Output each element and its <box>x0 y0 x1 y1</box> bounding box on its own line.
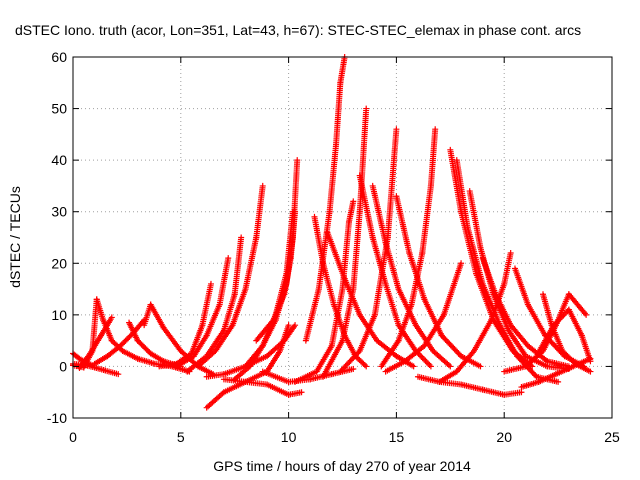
x-tick-label: 10 <box>281 429 297 445</box>
x-tick-label: 25 <box>604 429 620 445</box>
y-tick-label: 30 <box>51 204 67 220</box>
series-arc <box>253 208 299 344</box>
series-arc <box>518 355 594 391</box>
data-point <box>418 353 425 360</box>
data-point <box>285 322 292 329</box>
y-tick-label: 0 <box>59 358 67 374</box>
chart-title: dSTEC Iono. truth (acor, Lon=351, Lat=43… <box>15 22 581 38</box>
data-point <box>583 311 590 318</box>
data-point <box>532 372 539 379</box>
data-point <box>587 368 594 375</box>
data-point <box>425 360 432 367</box>
data-point <box>294 157 301 164</box>
series-arc <box>533 306 594 365</box>
x-tick-label: 5 <box>177 429 185 445</box>
x-axis-label: GPS time / hours of day 270 of year 2014 <box>213 458 471 474</box>
series-arc <box>382 260 465 375</box>
series-arc <box>337 126 400 375</box>
data-point <box>259 182 266 189</box>
data-point <box>432 126 439 133</box>
data-point <box>108 314 115 321</box>
data-point <box>361 362 368 369</box>
y-tick-label: -10 <box>47 410 67 426</box>
series-arc <box>393 193 484 370</box>
data-point <box>518 389 525 396</box>
x-tick-label: 15 <box>389 429 405 445</box>
data-point <box>419 354 426 361</box>
y-tick-label: 40 <box>51 152 67 168</box>
data-point <box>456 351 463 358</box>
series-arc <box>311 213 370 370</box>
data-point <box>225 255 232 262</box>
data-point <box>298 389 305 396</box>
series-arc <box>126 319 184 370</box>
data-point <box>507 249 514 256</box>
data-point <box>355 349 362 356</box>
data-point <box>421 356 428 363</box>
data-point <box>350 198 357 205</box>
y-tick-label: 20 <box>51 255 67 271</box>
series-arc <box>414 373 525 398</box>
data-point <box>587 355 594 362</box>
y-axis-label: dSTEC / TECUs <box>7 186 23 288</box>
x-tick-label: 20 <box>496 429 512 445</box>
y-tick-label: 10 <box>51 307 67 323</box>
data-point <box>447 363 454 370</box>
y-tick-label: 60 <box>51 49 67 65</box>
data-point <box>350 366 357 373</box>
data-point <box>427 363 434 370</box>
data-point <box>477 363 484 370</box>
data-point <box>207 280 214 287</box>
data-point <box>423 359 430 366</box>
data-point <box>115 371 122 378</box>
data-point <box>393 126 400 133</box>
data-point <box>529 363 536 370</box>
data-point <box>292 208 299 215</box>
data-point <box>363 363 370 370</box>
plot-frame <box>72 56 613 419</box>
series-arc <box>173 255 232 370</box>
data-point <box>238 234 245 241</box>
series-arc <box>292 198 357 385</box>
data-point <box>363 105 370 112</box>
data-point <box>555 378 562 385</box>
series-arc <box>302 54 348 344</box>
data-point <box>458 260 465 267</box>
series-arc <box>195 182 266 370</box>
series-arc <box>76 314 115 371</box>
data-point <box>410 363 417 370</box>
data-point <box>422 357 429 364</box>
y-tick-label: 50 <box>51 101 67 117</box>
data-point <box>426 362 433 369</box>
series-arc <box>141 301 217 378</box>
data-points <box>70 54 594 411</box>
x-tick-label: 0 <box>69 429 77 445</box>
data-point <box>292 322 299 329</box>
